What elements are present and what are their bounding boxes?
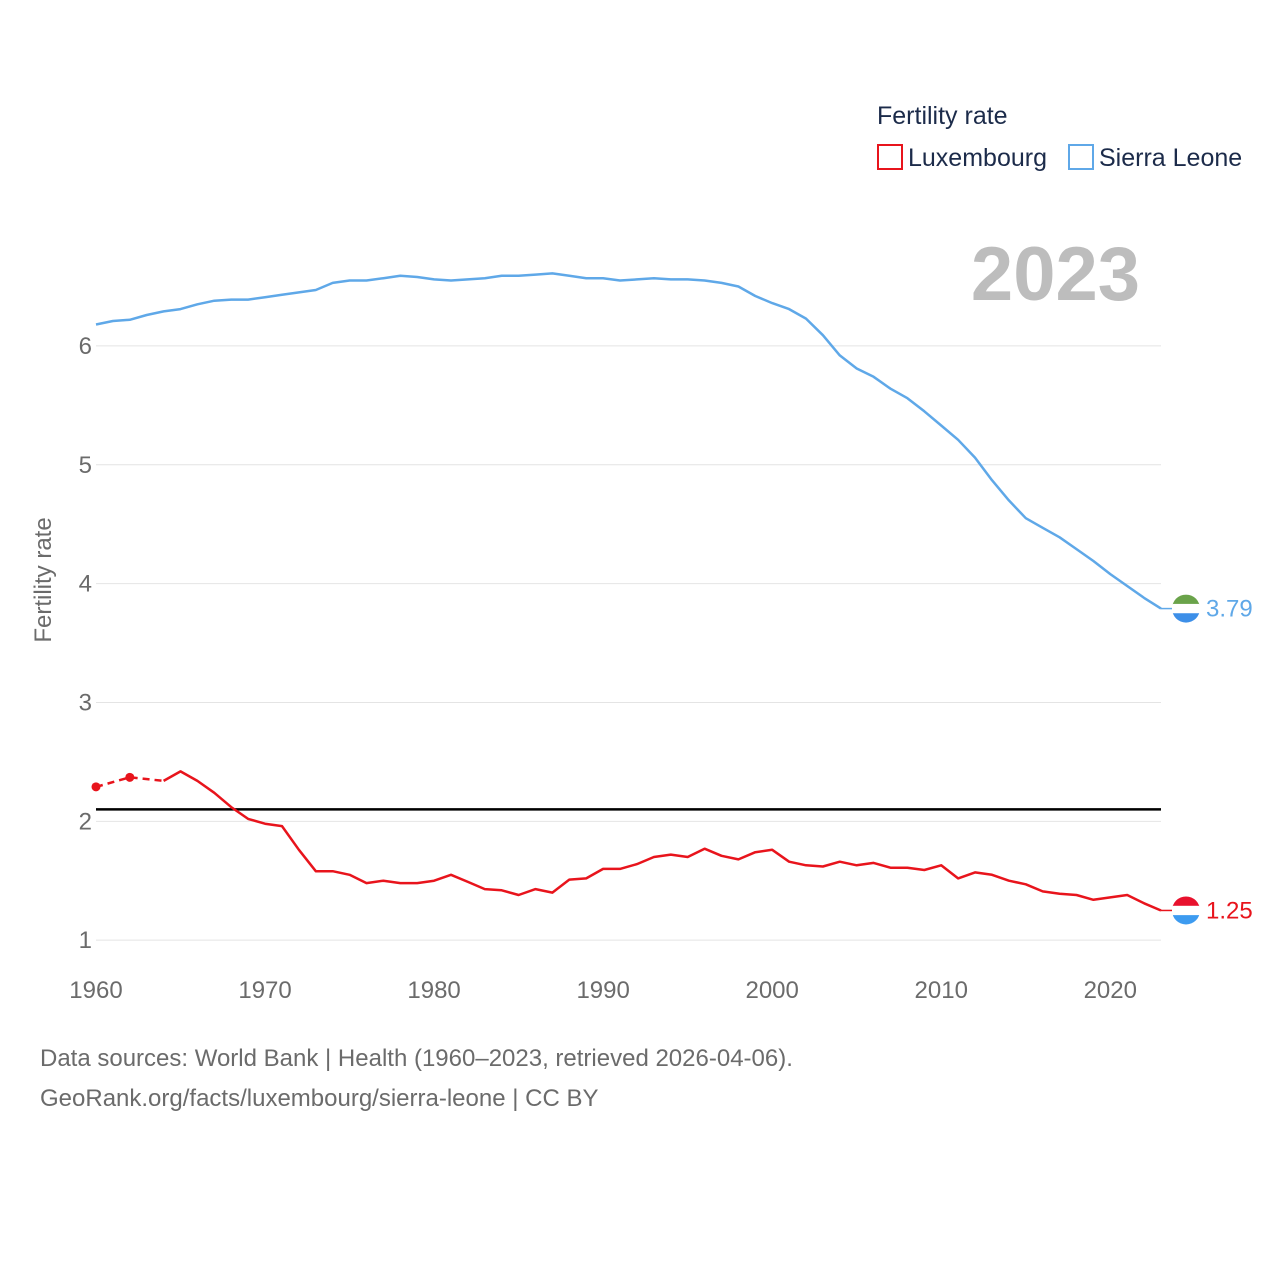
legend-swatch-sierra-leone: [1068, 144, 1094, 170]
y-axis-title: Fertility rate: [30, 517, 57, 642]
legend-label-sierra-leone: Sierra Leone: [1099, 144, 1242, 172]
x-tick-label-1960: 1960: [69, 977, 122, 1004]
current-year-label: 2023: [971, 232, 1140, 317]
x-tick-label-2010: 2010: [915, 977, 968, 1004]
source-line-2: GeoRank.org/facts/luxembourg/sierra-leon…: [40, 1085, 599, 1112]
y-axis-ticks: 1 2 3 4 5 6: [79, 333, 92, 954]
y-tick-label-1: 1: [79, 927, 92, 954]
y-tick-label-3: 3: [79, 689, 92, 716]
y-tick-label-6: 6: [79, 333, 92, 360]
x-tick-label-1990: 1990: [576, 977, 629, 1004]
series-line-luxembourg: [162, 770, 1162, 912]
x-tick-label-2000: 2000: [745, 977, 798, 1004]
y-tick-label-4: 4: [79, 571, 92, 598]
gridlines: [96, 345, 1161, 941]
legend-item-luxembourg[interactable]: Luxembourg: [877, 144, 1047, 172]
y-tick-label-2: 2: [79, 808, 92, 835]
series-lines: [91, 272, 1162, 912]
end-value-label-sierra-leone: 3.79: [1206, 596, 1253, 623]
end-labels: 1.25 3.79: [1161, 594, 1253, 925]
legend[interactable]: Fertility rate Luxembourg Sierra Leone: [877, 102, 1242, 172]
flag-icon-sierra-leone: [1172, 594, 1200, 623]
source-line-1: Data sources: World Bank | Health (1960–…: [40, 1045, 793, 1072]
x-tick-label-1970: 1970: [238, 977, 291, 1004]
data-point-luxembourg-1960: [91, 782, 101, 792]
legend-item-sierra-leone[interactable]: Sierra Leone: [1068, 144, 1242, 172]
x-tick-label-1980: 1980: [407, 977, 460, 1004]
series-line-sierra-leone: [95, 272, 1162, 610]
legend-label-luxembourg: Luxembourg: [908, 144, 1047, 172]
x-tick-label-2020: 2020: [1084, 977, 1137, 1004]
end-value-label-luxembourg: 1.25: [1206, 897, 1253, 924]
legend-title: Fertility rate: [877, 102, 1008, 130]
flag-icon-luxembourg: [1172, 896, 1200, 925]
y-tick-label-5: 5: [79, 452, 92, 479]
data-point-luxembourg-1962: [125, 772, 135, 782]
legend-swatch-luxembourg: [877, 144, 903, 170]
x-axis-ticks: 1960 1970 1980 1990 2000 2010 2020: [69, 977, 1137, 1004]
